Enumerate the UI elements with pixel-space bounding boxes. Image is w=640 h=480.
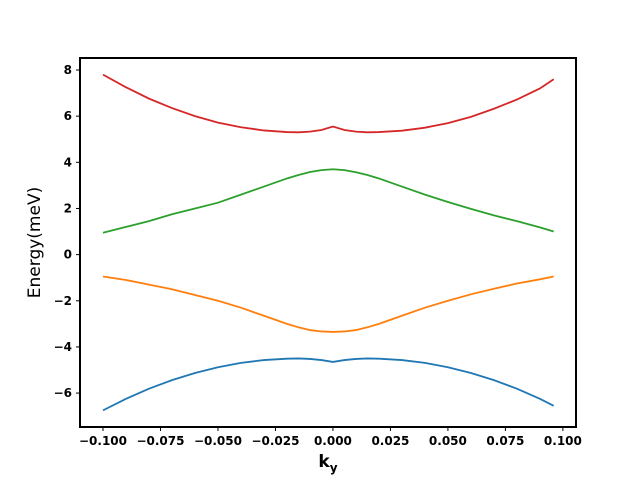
y-tick-label: −6 <box>54 386 72 400</box>
series-line <box>102 357 555 412</box>
x-tick-label: 0.050 <box>429 434 467 448</box>
plot-frame <box>79 57 577 428</box>
y-tick-label: −4 <box>54 340 72 354</box>
y-tick-label: 4 <box>64 155 72 169</box>
y-tick-label: 2 <box>64 201 72 215</box>
y-tick-label: −2 <box>54 294 72 308</box>
x-tick-label: 0.025 <box>371 434 409 448</box>
series-line <box>102 275 554 333</box>
x-axis-label: ky <box>318 452 337 475</box>
x-tick-label: −0.025 <box>251 434 299 448</box>
x-label-base: k <box>318 452 330 472</box>
x-tick-label: −0.075 <box>136 434 184 448</box>
y-axis-label: Energy(meV) <box>25 187 45 298</box>
y-tick-label: 8 <box>64 63 72 77</box>
y-tick-label: 6 <box>64 109 72 123</box>
x-tick-label: 0.075 <box>486 434 524 448</box>
y-tick-label: 0 <box>64 248 72 262</box>
x-tick-label: 0.100 <box>544 434 582 448</box>
x-tick-label: 0.000 <box>314 434 352 448</box>
x-label-subscript: y <box>330 461 338 475</box>
series-line <box>102 168 554 234</box>
series-line <box>102 73 555 134</box>
x-tick-label: −0.050 <box>194 434 242 448</box>
x-tick-label: −0.100 <box>79 434 127 448</box>
